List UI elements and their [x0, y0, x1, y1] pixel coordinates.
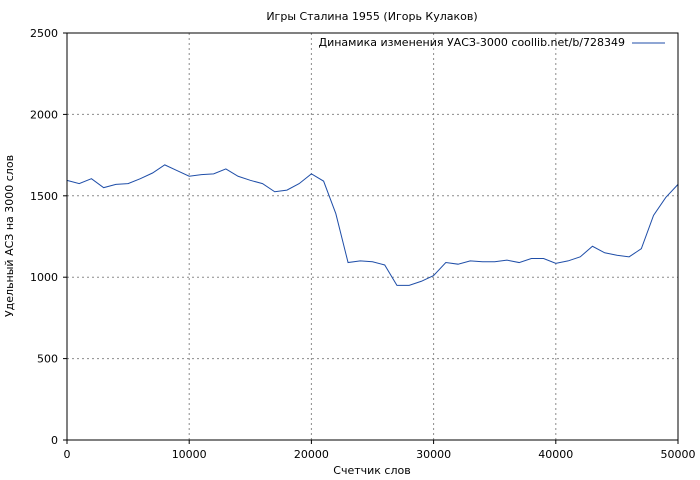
x-tick-label: 20000: [294, 448, 329, 461]
legend: Динамика изменения УАСЗ-3000 coollib.net…: [319, 36, 665, 49]
series-line: [66, 164, 679, 286]
y-tick-label: 1500: [30, 190, 58, 203]
x-axis-label: Счетчик слов: [333, 464, 410, 477]
plot-frame: [66, 32, 679, 441]
y-axis-ticks: 0 500 1000 1500 2000 2500: [30, 27, 67, 447]
y-tick-label: 2000: [30, 108, 58, 121]
chart-title: Игры Сталина 1955 (Игорь Кулаков): [266, 10, 477, 23]
x-tick-label: 10000: [172, 448, 207, 461]
y-tick-label: 0: [51, 434, 58, 447]
y-tick-label: 1000: [30, 271, 58, 284]
grid: [66, 32, 679, 441]
x-axis-ticks: 0 10000 20000 30000 40000 50000: [64, 440, 696, 461]
x-tick-label: 50000: [661, 448, 696, 461]
legend-label: Динамика изменения УАСЗ-3000 coollib.net…: [319, 36, 626, 49]
y-tick-label: 2500: [30, 27, 58, 40]
y-axis-label: Удельный АСЗ на 3000 слов: [3, 155, 16, 317]
y-tick-label: 500: [37, 353, 58, 366]
x-tick-label: 30000: [416, 448, 451, 461]
x-tick-label: 40000: [538, 448, 573, 461]
x-tick-label: 0: [64, 448, 71, 461]
